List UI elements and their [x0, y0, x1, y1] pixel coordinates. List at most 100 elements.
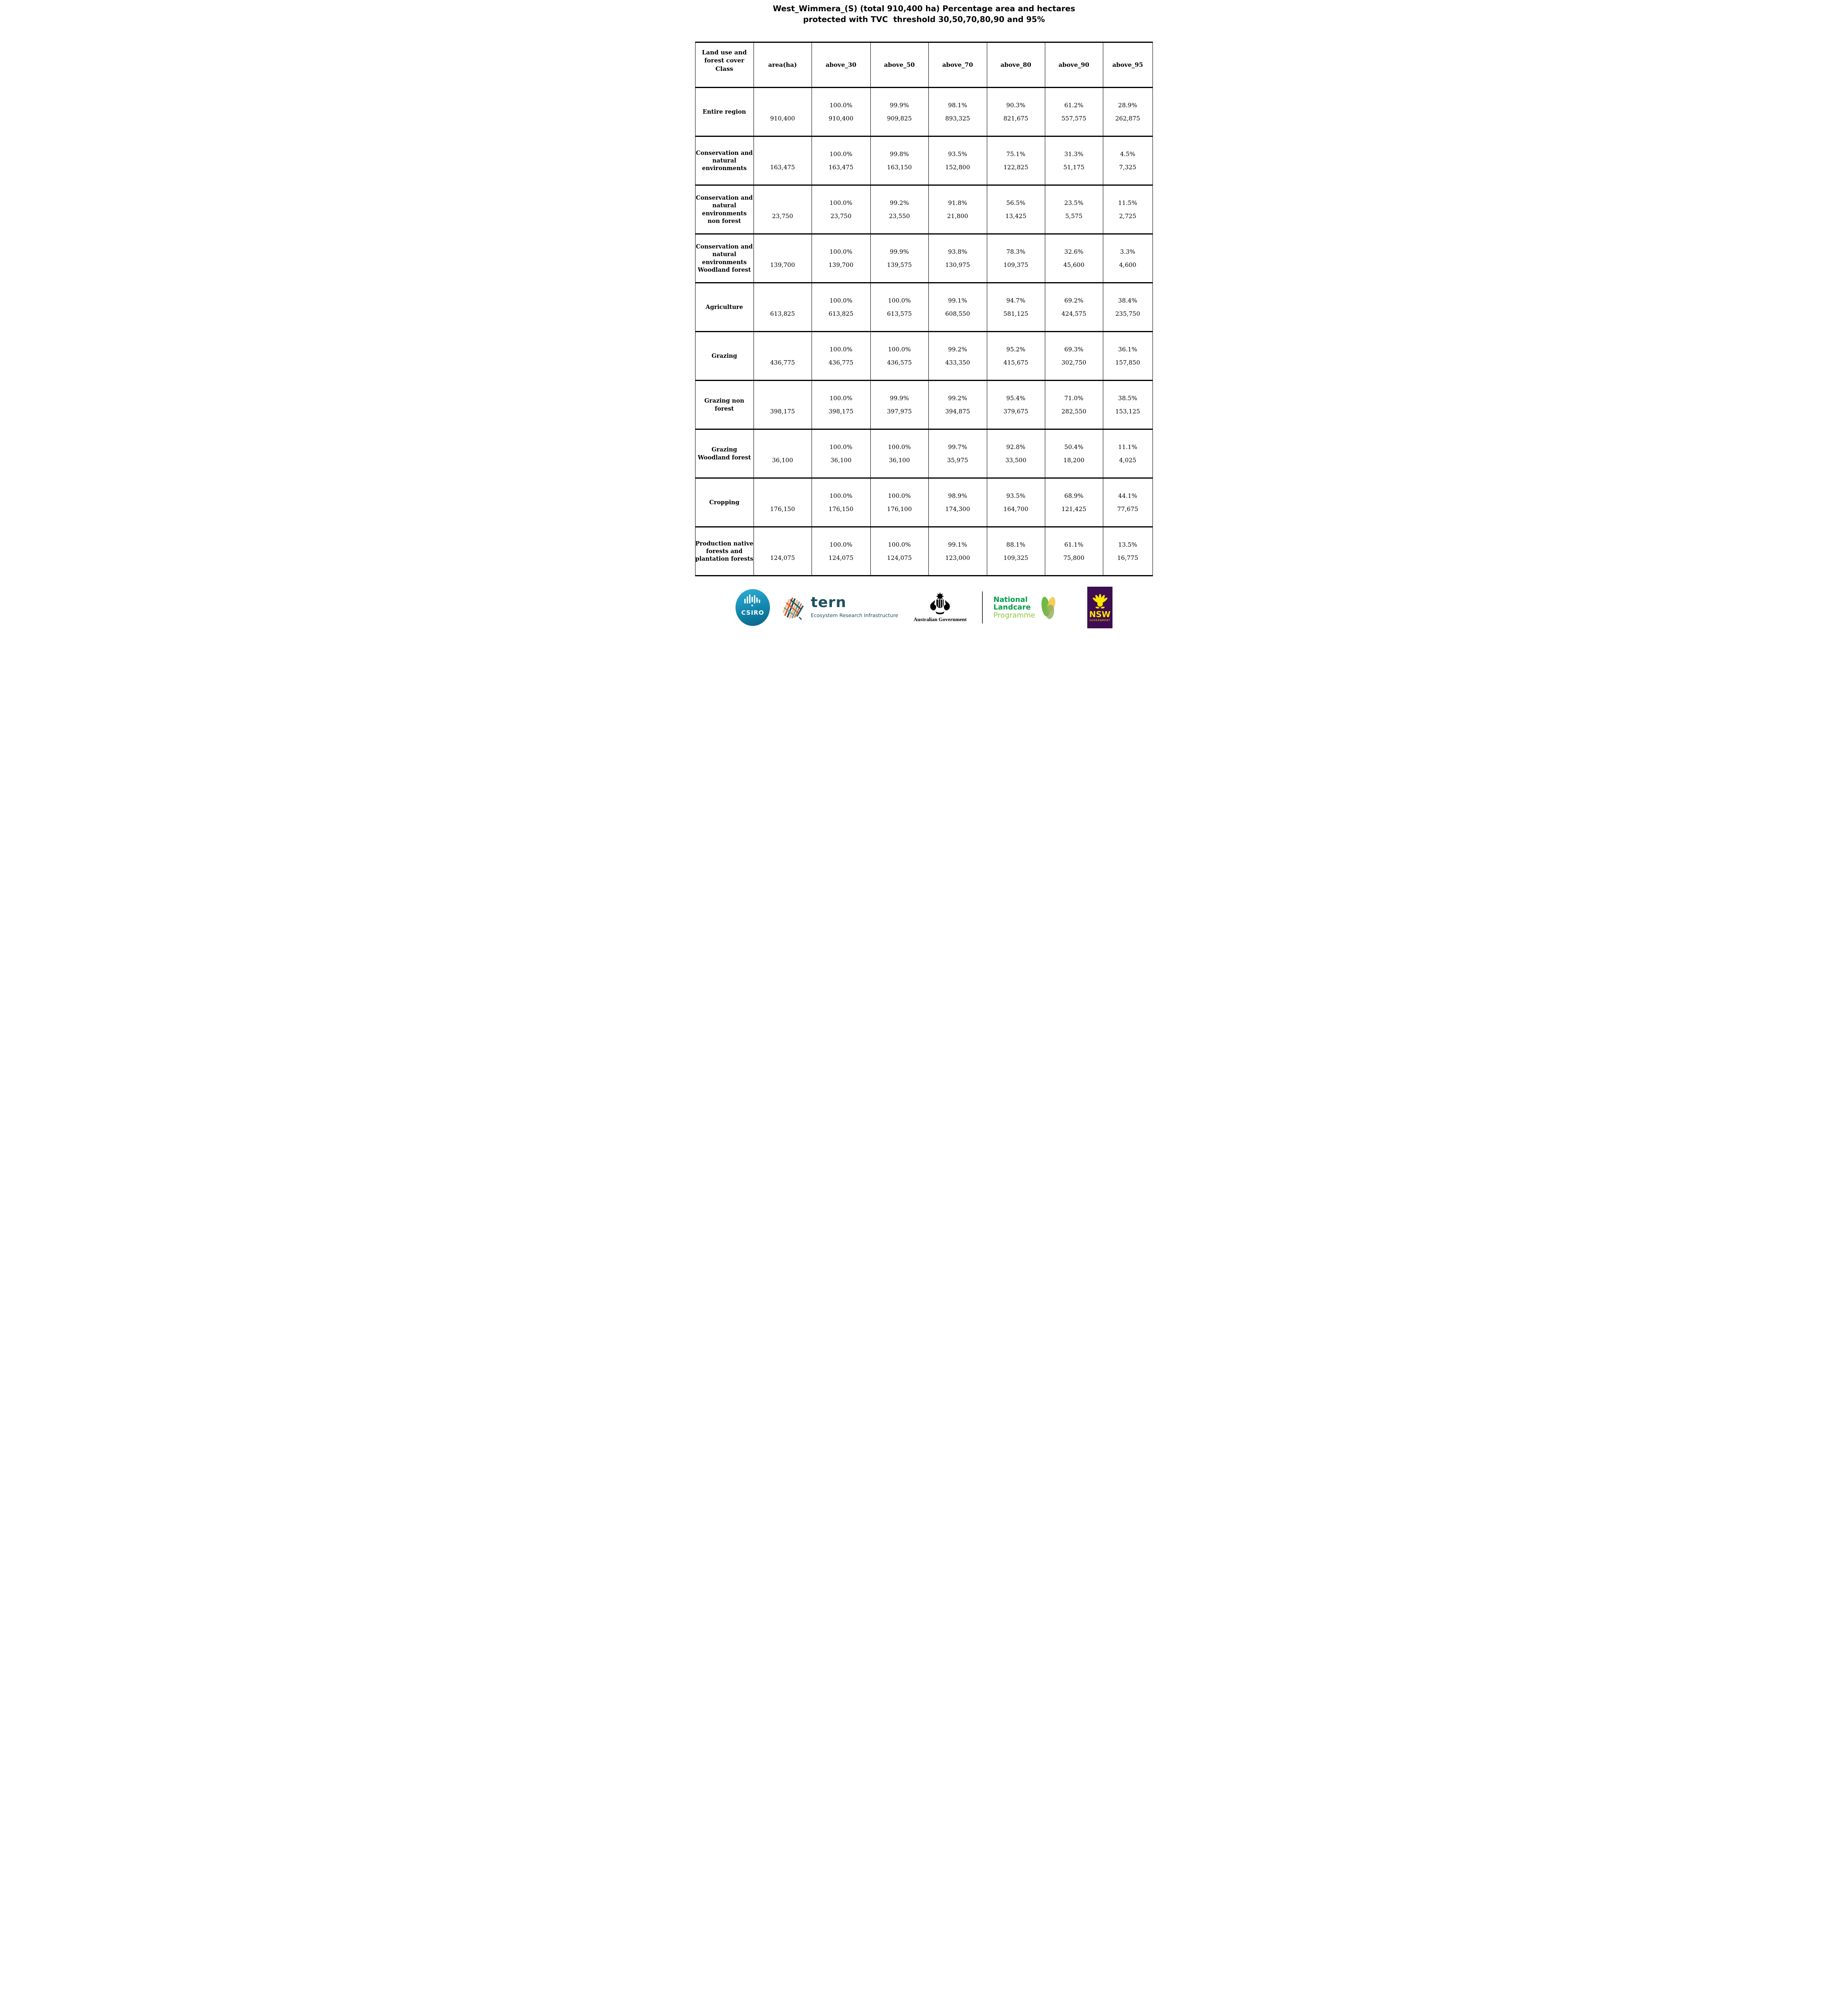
value-cell-above-70: 93.8% 130,975 — [928, 233, 987, 283]
value-cell-above-80: 95.2% 415,675 — [986, 331, 1045, 381]
row-label: Grazing — [695, 331, 754, 381]
value-cell-above-95: 11.1% 4,025 — [1102, 429, 1153, 479]
value-cell-above-80: 90.3% 821,675 — [986, 87, 1045, 137]
table-row: Production native forests and plantation… — [695, 526, 1153, 576]
value-cell-above-30: 100.0% 163,475 — [811, 136, 871, 186]
table-row: Grazing 436,775 100.0% 436,775 100.0% 436,57… — [695, 331, 1153, 381]
value-cell-above-90: 50.4% 18,200 — [1044, 429, 1103, 479]
value-cell-above-50: 100.0% 36,100 — [870, 429, 929, 479]
national-landcare-logo: National Landcare Programme — [993, 594, 1061, 621]
value-cell-above-70: 99.7% 35,975 — [928, 429, 987, 479]
value-cell-above-95: 28.9% 262,875 — [1102, 87, 1153, 137]
table-row: Agriculture 613,825 100.0% 613,825 100.0% 61… — [695, 282, 1153, 332]
table-row: Grazing non forest 398,175 100.0% 398,175 9… — [695, 380, 1153, 430]
report-page: West_Wimmera_(S) (total 910,400 ha) Perc… — [693, 0, 1155, 632]
page-title: West_Wimmera_(S) (total 910,400 ha) Perc… — [693, 0, 1155, 25]
value-cell-above-80: 92.8% 33,500 — [986, 429, 1045, 479]
value-cell-above-80: 94.7% 581,125 — [986, 282, 1045, 332]
page-title-line-2: protected with TVC threshold 30,50,70,80… — [803, 15, 1045, 24]
value-cell-above-50: 100.0% 436,575 — [870, 331, 929, 381]
nsw-waratah-icon — [1092, 594, 1107, 609]
value-cell-above-80: 75.1% 122,825 — [986, 136, 1045, 186]
value-cell-above-50: 99.2% 23,550 — [870, 184, 929, 235]
csiro-waveform-icon — [744, 594, 760, 607]
land-use-table: Land use and forest cover Class area(ha)… — [695, 42, 1153, 576]
value-cell-above-95: 4.5% 7,325 — [1102, 136, 1153, 186]
value-cell-above-80: 95.4% 379,675 — [986, 380, 1045, 430]
value-cell-above-80: 78.3% 109,375 — [986, 233, 1045, 283]
value-cell-above-95: 36.1% 157,850 — [1102, 331, 1153, 381]
value-cell-above-50: 99.9% 139,575 — [870, 233, 929, 283]
area-cell: 176,150 — [753, 477, 812, 527]
landcare-leaves-icon — [1041, 597, 1055, 619]
value-cell-above-90: 31.3% 51,175 — [1044, 136, 1103, 186]
area-cell: 436,775 — [753, 331, 812, 381]
value-cell-above-70: 99.1% 123,000 — [928, 526, 987, 576]
value-cell-above-95: 3.3% 4,600 — [1102, 233, 1153, 283]
tern-subtitle: Ecosystem Research Infrastructure — [811, 612, 898, 619]
area-cell: 398,175 — [753, 380, 812, 430]
area-cell: 124,075 — [753, 526, 812, 576]
row-label: Conservation and natural environments Wo… — [695, 233, 754, 283]
table-body: Entire region 910,400 100.0% 910,400 99.9% 9… — [695, 87, 1153, 576]
column-header-land-use: Land use and forest cover Class — [695, 42, 754, 88]
column-header-above-95: above_95 — [1102, 42, 1153, 88]
value-cell-above-30: 100.0% 436,775 — [811, 331, 871, 381]
row-label: Agriculture — [695, 282, 754, 332]
value-cell-above-50: 100.0% 613,575 — [870, 282, 929, 332]
value-cell-above-90: 32.6% 45,600 — [1044, 233, 1103, 283]
column-header-area-ha: area(ha) — [753, 42, 812, 88]
value-cell-above-90: 69.2% 424,575 — [1044, 282, 1103, 332]
value-cell-above-30: 100.0% 36,100 — [811, 429, 871, 479]
value-cell-above-30: 100.0% 139,700 — [811, 233, 871, 283]
australian-government-label: Australian Government — [914, 616, 967, 622]
value-cell-above-80: 56.5% 13,425 — [986, 184, 1045, 235]
row-label: Entire region — [695, 87, 754, 137]
page-title-line-1: West_Wimmera_(S) (total 910,400 ha) Perc… — [773, 4, 1075, 13]
australian-government-logo: Australian Government — [908, 592, 972, 623]
value-cell-above-70: 99.1% 608,550 — [928, 282, 987, 332]
value-cell-above-80: 93.5% 164,700 — [986, 477, 1045, 527]
value-cell-above-50: 99.8% 163,150 — [870, 136, 929, 186]
area-cell: 23,750 — [753, 184, 812, 235]
value-cell-above-70: 99.2% 433,350 — [928, 331, 987, 381]
nsw-government-logo: NSW GOVERNMENT — [1087, 587, 1112, 628]
footer-divider — [982, 591, 983, 624]
value-cell-above-50: 100.0% 176,100 — [870, 477, 929, 527]
table-row: Conservation and natural environments no… — [695, 184, 1153, 235]
row-label: Conservation and natural environments — [695, 136, 754, 186]
row-label: Cropping — [695, 477, 754, 527]
csiro-label: CSIRO — [741, 609, 764, 616]
table-row: Conservation and natural environments Wo… — [695, 233, 1153, 283]
column-header-above-80: above_80 — [986, 42, 1045, 88]
landcare-line-3: Programme — [993, 611, 1035, 620]
value-cell-above-30: 100.0% 124,075 — [811, 526, 871, 576]
value-cell-above-50: 99.9% 909,825 — [870, 87, 929, 137]
area-cell: 139,700 — [753, 233, 812, 283]
value-cell-above-80: 88.1% 109,325 — [986, 526, 1045, 576]
area-cell: 613,825 — [753, 282, 812, 332]
value-cell-above-95: 11.5% 2,725 — [1102, 184, 1153, 235]
row-label: Conservation and natural environments no… — [695, 184, 754, 235]
row-label: Grazing Woodland forest — [695, 429, 754, 479]
value-cell-above-95: 44.1% 77,675 — [1102, 477, 1153, 527]
value-cell-above-95: 38.5% 153,125 — [1102, 380, 1153, 430]
landcare-line-2: Landcare — [993, 603, 1031, 612]
value-cell-above-30: 100.0% 910,400 — [811, 87, 871, 137]
area-cell: 36,100 — [753, 429, 812, 479]
value-cell-above-30: 100.0% 398,175 — [811, 380, 871, 430]
landcare-line-1: National — [993, 595, 1028, 604]
value-cell-above-90: 68.9% 121,425 — [1044, 477, 1103, 527]
column-header-above-50: above_50 — [870, 42, 929, 88]
tern-name: tern — [811, 594, 847, 611]
table-row: Cropping 176,150 100.0% 176,150 100.0% 176,1… — [695, 477, 1153, 527]
column-header-above-70: above_70 — [928, 42, 987, 88]
row-label: Grazing non forest — [695, 380, 754, 430]
value-cell-above-30: 100.0% 176,150 — [811, 477, 871, 527]
value-cell-above-90: 71.0% 282,550 — [1044, 380, 1103, 430]
tern-map-icon — [783, 597, 804, 620]
value-cell-above-70: 98.1% 893,325 — [928, 87, 987, 137]
value-cell-above-90: 69.3% 302,750 — [1044, 331, 1103, 381]
table-header-row: Land use and forest cover Class area(ha)… — [695, 42, 1153, 88]
value-cell-above-70: 98.9% 174,300 — [928, 477, 987, 527]
